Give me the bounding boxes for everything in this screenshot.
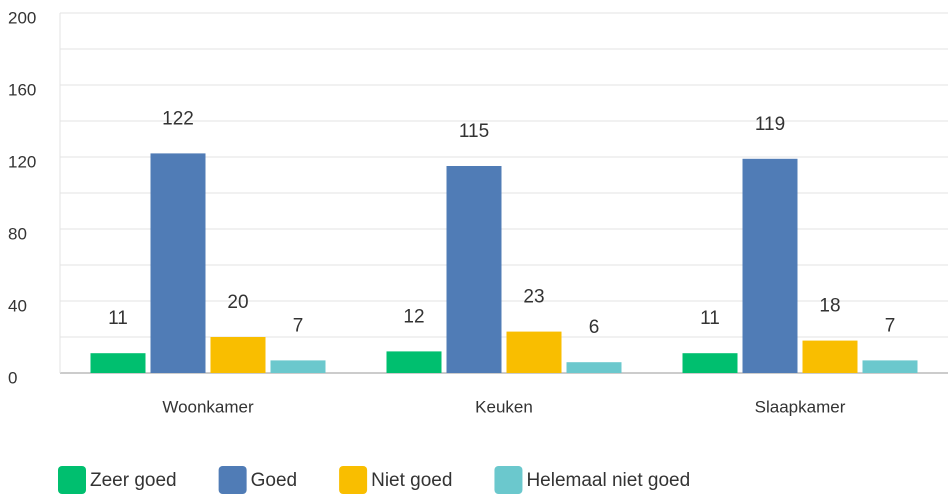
bar [506,331,562,373]
x-tick-label: Woonkamer [162,397,254,416]
bar [566,362,622,373]
legend: Zeer goed Goed Niet goed Helemaal niet goed [58,466,690,494]
value-label: 11 [700,308,720,329]
value-label: 18 [819,296,840,317]
x-tick-label: Slaapkamer [755,397,846,416]
y-tick-label: 160 [8,80,36,99]
value-label: 119 [755,114,785,135]
legend-swatch [494,466,523,494]
bar [90,353,146,373]
value-label: 115 [459,121,489,142]
value-label: 7 [885,315,896,336]
bar [386,351,442,373]
bar [682,353,738,373]
legend-swatch [58,466,86,494]
value-label: 23 [523,287,544,308]
bar [742,158,798,373]
y-tick-label: 120 [8,152,36,171]
legend-label: Goed [251,470,297,491]
bar [446,166,502,373]
value-label: 122 [162,108,194,129]
y-tick-label: 200 [8,8,36,27]
value-label: 12 [403,306,424,327]
y-tick-label: 40 [8,296,27,315]
legend-swatch [218,466,247,494]
bar [210,337,266,373]
value-label: 20 [227,292,248,313]
legend-label: Niet goed [371,470,452,491]
legend-label: Zeer goed [90,470,177,491]
bar [270,360,326,373]
value-label: 6 [589,317,600,338]
value-label: 7 [293,315,304,336]
y-tick-label: 80 [8,224,27,243]
legend-label: Helemaal niet goed [526,470,690,491]
y-tick-label: 0 [8,368,17,387]
bar [862,360,918,373]
value-label: 11 [108,308,128,329]
legend-swatch [339,466,368,494]
bar [150,153,206,373]
bar [802,340,858,373]
x-tick-label: Keuken [475,397,533,416]
